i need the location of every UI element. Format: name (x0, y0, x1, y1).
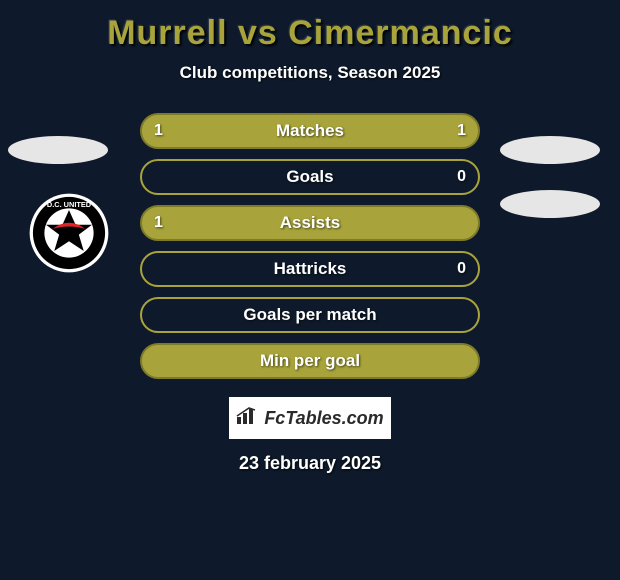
stat-right-value: 0 (457, 260, 466, 278)
stat-label: Goals per match (243, 305, 376, 325)
stat-row-goals: Goals 0 (140, 159, 480, 195)
stat-row-hattricks: Hattricks 0 (140, 251, 480, 287)
stat-label: Min per goal (260, 351, 360, 371)
comparison-date: 23 february 2025 (0, 453, 620, 474)
stat-left-value: 1 (154, 122, 163, 140)
club-badge-left: D.C. UNITED (28, 192, 110, 274)
stat-row-assists: 1 Assists (140, 205, 480, 241)
stat-label: Assists (280, 213, 340, 233)
stat-row-matches: 1 Matches 1 (140, 113, 480, 149)
fctables-logo: FcTables.com (229, 397, 391, 439)
stat-row-gpm: Goals per match (140, 297, 480, 333)
stat-right-value: 1 (457, 122, 466, 140)
stat-label: Goals (286, 167, 333, 187)
logo-text: FcTables.com (264, 408, 383, 429)
page-title: Murrell vs Cimermancic (0, 14, 620, 53)
player-placeholder-right-2 (500, 190, 600, 218)
stat-right-value: 0 (457, 168, 466, 186)
stat-left-value: 1 (154, 214, 163, 232)
stat-row-mpg: Min per goal (140, 343, 480, 379)
stat-label: Matches (276, 121, 344, 141)
chart-icon (236, 407, 258, 430)
svg-text:D.C. UNITED: D.C. UNITED (47, 200, 92, 209)
subtitle: Club competitions, Season 2025 (0, 63, 620, 83)
stat-label: Hattricks (274, 259, 347, 279)
player-placeholder-right-1 (500, 136, 600, 164)
player-placeholder-left (8, 136, 108, 164)
